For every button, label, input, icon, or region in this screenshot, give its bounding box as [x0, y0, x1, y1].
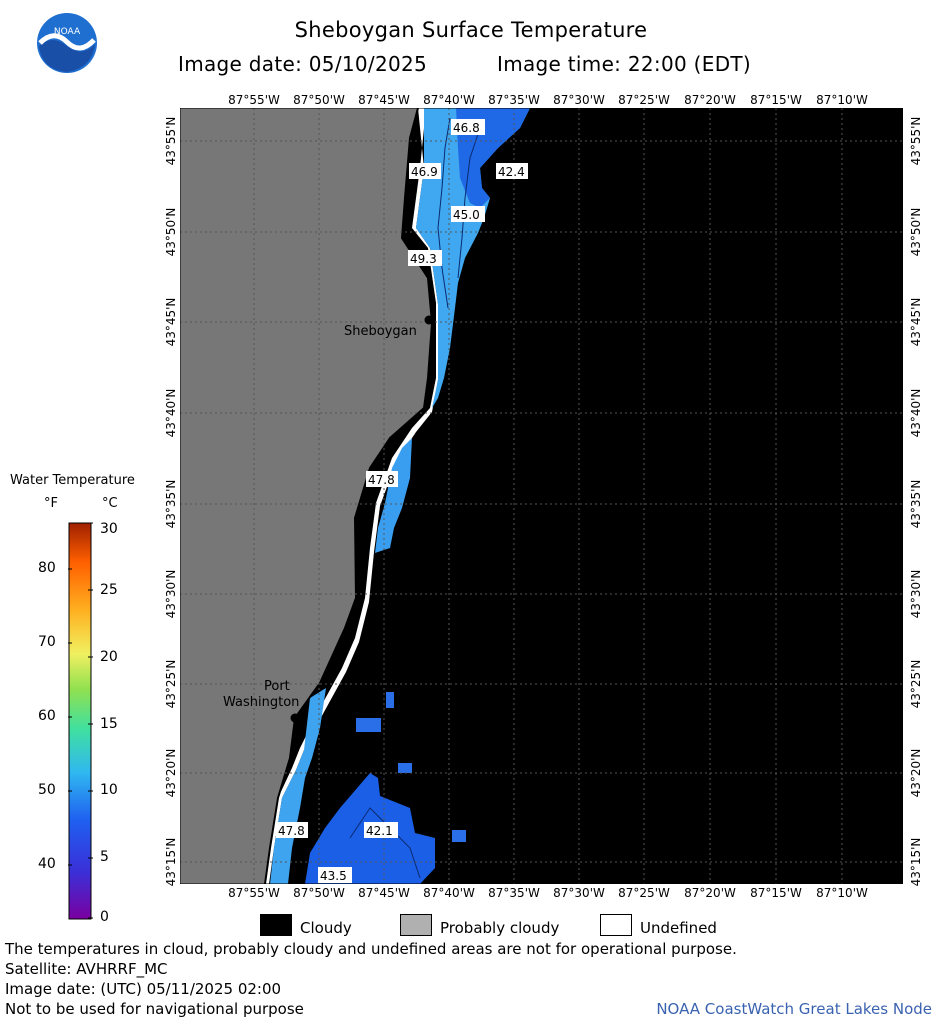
city-label-port-washington-line1: Port — [264, 679, 290, 694]
water-fleck — [452, 830, 466, 842]
legend-tick-f: 40 — [38, 856, 56, 872]
lon-label-top: 87°55'W — [228, 93, 280, 107]
footer-satellite: Satellite: AVHRRF_MC — [5, 960, 168, 978]
lon-label-top: 87°25'W — [618, 93, 670, 107]
lat-label-right: 43°20'N — [909, 748, 923, 798]
lon-label-bottom: 87°30'W — [553, 886, 605, 900]
lon-label-bottom: 87°50'W — [293, 886, 345, 900]
lon-label-bottom: 87°55'W — [228, 886, 280, 900]
contour-label: 42.4 — [498, 165, 525, 179]
key-label-probably-cloudy: Probably cloudy — [440, 919, 560, 937]
image-time: Image time: 22:00 (EDT) — [497, 52, 752, 76]
water-fleck — [386, 692, 394, 708]
contour-label: 43.5 — [320, 869, 347, 883]
lon-label-bottom: 87°40'W — [423, 886, 475, 900]
contour-label: 46.8 — [453, 121, 480, 135]
legend-tick-c: 20 — [100, 649, 118, 665]
lat-label-right: 43°35'N — [909, 479, 923, 529]
contour-line — [457, 127, 481, 279]
legend-tick-c: 10 — [100, 782, 118, 798]
city-label-sheboygan: Sheboygan — [344, 324, 417, 339]
temperature-map: 46.8 46.9 42.4 45.0 49.3 47.8 47.8 42.1 … — [180, 108, 903, 884]
lat-label-right: 43°50'N — [909, 207, 923, 257]
key-swatch-probably-cloudy — [400, 914, 432, 936]
lat-label-right: 43°45'N — [909, 297, 923, 347]
lat-label-left: 43°25'N — [164, 659, 178, 709]
city-label-port-washington-line2: Washington — [223, 695, 299, 710]
lon-label-bottom: 87°25'W — [618, 886, 670, 900]
contour-label: 42.1 — [366, 824, 393, 838]
lat-label-left: 43°40'N — [164, 388, 178, 438]
contour-label: 46.9 — [411, 165, 438, 179]
legend-tick-c: 30 — [100, 521, 118, 537]
lon-label-bottom: 87°20'W — [684, 886, 736, 900]
lat-label-right: 43°55'N — [909, 116, 923, 166]
legend-title: Water Temperature — [10, 473, 135, 488]
lon-label-top: 87°15'W — [750, 93, 802, 107]
port-washington-marker — [290, 713, 300, 723]
lat-label-right: 43°40'N — [909, 388, 923, 438]
lat-label-left: 43°50'N — [164, 207, 178, 257]
footer-credit: NOAA CoastWatch Great Lakes Node — [656, 1000, 932, 1018]
contour-label: 47.8 — [368, 473, 395, 487]
noaa-logo-text: NOAA — [54, 27, 81, 37]
contour-label: 45.0 — [453, 208, 480, 222]
lon-label-top: 87°35'W — [488, 93, 540, 107]
sheboygan-marker — [424, 315, 434, 325]
key-label-cloudy: Cloudy — [300, 919, 352, 937]
lon-label-top: 87°45'W — [358, 93, 410, 107]
legend-tick-c: 25 — [100, 582, 118, 598]
lon-label-top: 87°50'W — [293, 93, 345, 107]
key-swatch-undefined — [600, 914, 632, 936]
lon-label-top: 87°30'W — [553, 93, 605, 107]
footer-disclaimer: The temperatures in cloud, probably clou… — [5, 940, 737, 958]
lat-label-right: 43°30'N — [909, 569, 923, 619]
lat-label-right: 43°15'N — [909, 837, 923, 887]
legend-tick-c: 15 — [100, 716, 118, 732]
lon-label-top: 87°40'W — [423, 93, 475, 107]
legend-tick-f: 80 — [38, 560, 56, 576]
water-fleck — [356, 718, 381, 732]
legend-tick-f: 50 — [38, 782, 56, 798]
contour-label: 49.3 — [410, 252, 437, 266]
footer-navigation: Not to be used for navigational purpose — [5, 1000, 304, 1018]
temperature-colorbar — [68, 522, 93, 920]
contour-label: 47.8 — [278, 824, 305, 838]
lon-label-top: 87°20'W — [684, 93, 736, 107]
key-label-undefined: Undefined — [640, 919, 717, 937]
legend-tick-f: 60 — [38, 708, 56, 724]
legend-tick-f: 70 — [38, 634, 56, 650]
contour-label-boxes — [276, 119, 528, 883]
noaa-logo: NOAA — [37, 13, 97, 73]
lon-label-bottom: 87°35'W — [488, 886, 540, 900]
undefined-area — [265, 108, 438, 884]
legend-tick-c: 5 — [100, 849, 109, 865]
lat-label-left: 43°55'N — [164, 116, 178, 166]
lon-label-bottom: 87°10'W — [816, 886, 868, 900]
lat-label-left: 43°45'N — [164, 297, 178, 347]
contour-line — [437, 117, 451, 309]
footer-utc-date: Image date: (UTC) 05/11/2025 02:00 — [5, 980, 282, 998]
lon-label-bottom: 87°15'W — [750, 886, 802, 900]
lat-label-left: 43°15'N — [164, 837, 178, 887]
land-area — [180, 108, 432, 884]
key-swatch-cloudy — [260, 914, 292, 936]
lat-label-left: 43°30'N — [164, 569, 178, 619]
image-date: Image date: 05/10/2025 — [178, 52, 428, 76]
legend-unit-celsius: °C — [102, 496, 118, 511]
water-north — [416, 108, 530, 408]
legend-tick-c: 0 — [100, 909, 109, 925]
lat-label-left: 43°35'N — [164, 479, 178, 529]
lon-label-top: 87°10'W — [816, 93, 868, 107]
map-title: Sheboygan Surface Temperature — [294, 18, 648, 42]
graticule — [180, 108, 903, 884]
water-fleck — [398, 763, 412, 773]
legend-unit-fahrenheit: °F — [44, 496, 58, 511]
lat-label-left: 43°20'N — [164, 748, 178, 798]
lon-label-bottom: 87°45'W — [358, 886, 410, 900]
shoreline — [264, 108, 434, 884]
lat-label-right: 43°25'N — [909, 659, 923, 709]
